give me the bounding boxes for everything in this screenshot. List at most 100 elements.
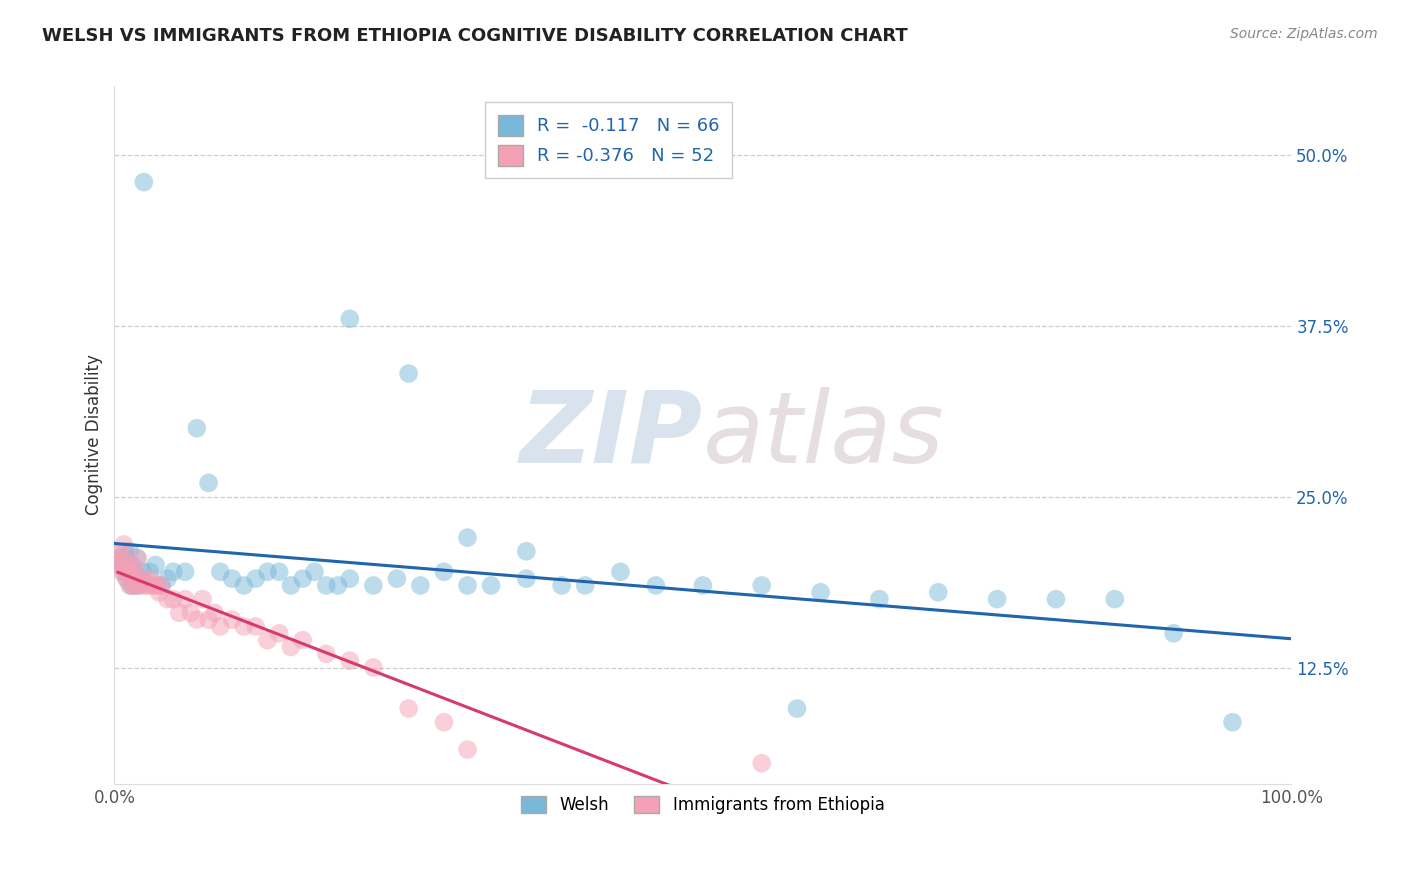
Point: [1222, 715, 1244, 730]
Point: [232, 619, 254, 633]
Point: [111, 558, 134, 572]
Point: [433, 715, 456, 730]
Point: [339, 572, 361, 586]
Point: [115, 572, 138, 586]
Point: [751, 756, 773, 771]
Point: [124, 572, 146, 586]
Point: [120, 578, 142, 592]
Point: [138, 565, 160, 579]
Point: [125, 551, 148, 566]
Point: [609, 565, 631, 579]
Point: [515, 544, 537, 558]
Point: [114, 544, 136, 558]
Point: [927, 585, 949, 599]
Point: [111, 551, 134, 566]
Point: [143, 578, 166, 592]
Point: [131, 572, 153, 586]
Point: [810, 585, 832, 599]
Point: [108, 544, 131, 558]
Point: [112, 537, 135, 551]
Point: [132, 175, 155, 189]
Point: [131, 565, 153, 579]
Point: [174, 592, 197, 607]
Point: [245, 619, 267, 633]
Point: [191, 592, 214, 607]
Point: [174, 565, 197, 579]
Point: [146, 578, 169, 592]
Point: [150, 578, 173, 592]
Point: [398, 701, 420, 715]
Point: [550, 578, 572, 592]
Point: [221, 572, 243, 586]
Point: [110, 565, 132, 579]
Point: [221, 613, 243, 627]
Point: [245, 572, 267, 586]
Point: [145, 558, 167, 572]
Y-axis label: Cognitive Disability: Cognitive Disability: [86, 355, 103, 516]
Point: [186, 421, 208, 435]
Point: [256, 633, 278, 648]
Point: [110, 551, 132, 566]
Text: ZIP: ZIP: [520, 386, 703, 483]
Point: [574, 578, 596, 592]
Point: [456, 742, 478, 756]
Point: [197, 613, 219, 627]
Point: [121, 565, 143, 579]
Point: [409, 578, 432, 592]
Point: [363, 660, 385, 674]
Point: [692, 578, 714, 592]
Point: [114, 565, 136, 579]
Point: [1104, 592, 1126, 607]
Point: [124, 565, 146, 579]
Point: [115, 558, 138, 572]
Point: [121, 558, 143, 572]
Point: [479, 578, 502, 592]
Point: [167, 606, 190, 620]
Point: [117, 558, 139, 572]
Point: [269, 626, 291, 640]
Point: [112, 565, 135, 579]
Point: [134, 578, 156, 592]
Point: [291, 572, 314, 586]
Point: [786, 701, 808, 715]
Point: [127, 551, 149, 566]
Point: [115, 551, 138, 566]
Point: [162, 592, 184, 607]
Point: [120, 565, 142, 579]
Point: [148, 585, 170, 599]
Point: [138, 572, 160, 586]
Point: [197, 475, 219, 490]
Point: [136, 578, 159, 592]
Point: [339, 654, 361, 668]
Point: [124, 572, 146, 586]
Point: [304, 565, 326, 579]
Point: [150, 578, 173, 592]
Point: [986, 592, 1008, 607]
Point: [232, 578, 254, 592]
Point: [256, 565, 278, 579]
Point: [156, 572, 179, 586]
Legend: Welsh, Immigrants from Ethiopia: Welsh, Immigrants from Ethiopia: [512, 786, 894, 824]
Point: [124, 565, 146, 579]
Point: [209, 565, 232, 579]
Point: [204, 606, 226, 620]
Point: [269, 565, 291, 579]
Text: Source: ZipAtlas.com: Source: ZipAtlas.com: [1230, 27, 1378, 41]
Point: [456, 578, 478, 592]
Point: [125, 578, 148, 592]
Point: [107, 551, 129, 566]
Point: [129, 578, 152, 592]
Point: [339, 311, 361, 326]
Point: [117, 565, 139, 579]
Point: [110, 558, 132, 572]
Point: [127, 578, 149, 592]
Point: [156, 592, 179, 607]
Point: [122, 578, 145, 592]
Point: [515, 572, 537, 586]
Point: [118, 544, 141, 558]
Point: [121, 558, 143, 572]
Text: atlas: atlas: [703, 386, 945, 483]
Point: [385, 572, 408, 586]
Point: [456, 531, 478, 545]
Point: [644, 578, 666, 592]
